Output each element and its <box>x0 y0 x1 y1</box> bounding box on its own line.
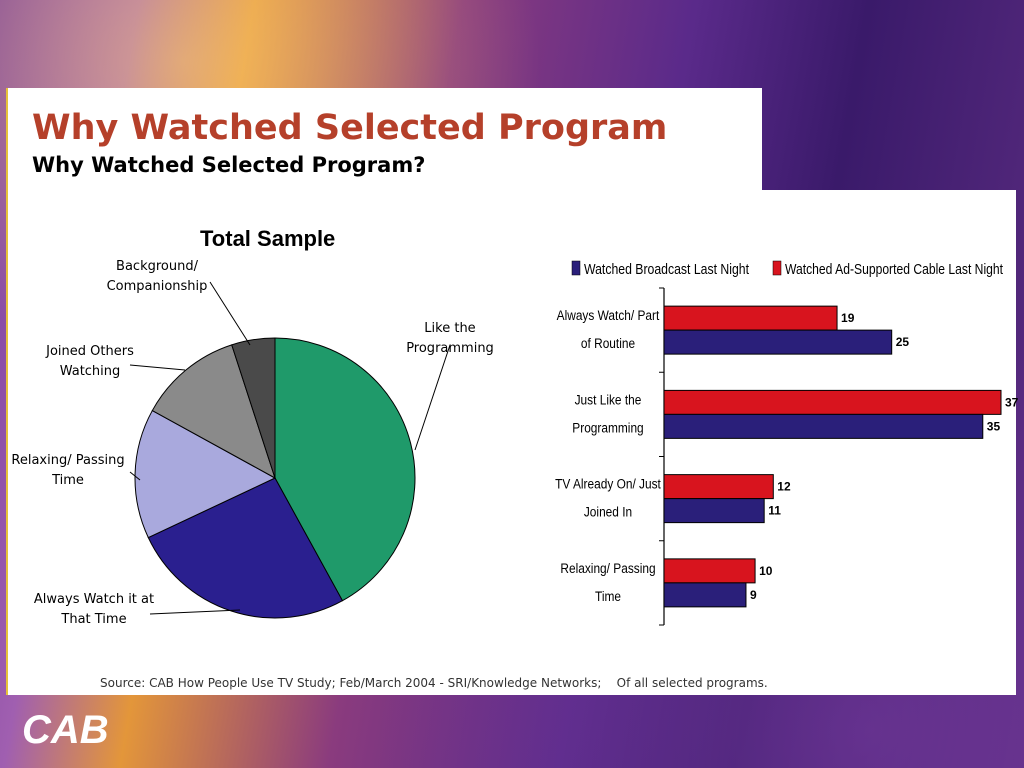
bar-watched-broadcast-last-night-relaxing-passing-time <box>663 582 747 608</box>
bar-watched-broadcast-last-night-just-like-the-programming <box>663 413 984 439</box>
bar-value-label: 37 <box>1005 395 1019 409</box>
bar-value-label: 19 <box>841 311 855 325</box>
pie-leader-like-the-programming <box>414 344 451 451</box>
bar-watched-ad-supported-cable-last-night-just-like-the-programming <box>663 389 1002 415</box>
pie-slice-joined-others-watching <box>151 344 276 480</box>
source-note: Source: CAB How People Use TV Study; Feb… <box>100 676 768 690</box>
pie-leader-relaxing-passing-time <box>129 471 141 481</box>
pie-leader-background-companionship <box>209 281 251 346</box>
bar-value-label: 35 <box>987 419 1001 433</box>
bar-value-label: 11 <box>768 504 781 518</box>
slide-title: Why Watched Selected Program <box>32 108 668 148</box>
bar-watched-ad-supported-cable-last-night-always-watch-part-of-routine <box>663 305 838 331</box>
bar-category-label: TV Already On/ Just Joined In <box>555 476 661 520</box>
pie-slice-background-companionship <box>231 337 276 479</box>
bar-watched-broadcast-last-night-always-watch-part-of-routine <box>663 329 893 355</box>
accent-line <box>6 88 8 695</box>
bar-value-label: 9 <box>750 588 757 602</box>
bar-value-label: 25 <box>896 335 910 349</box>
bar-watched-broadcast-last-night-tv-already-on-just-joined-in <box>663 498 765 524</box>
legend-swatch-watched-broadcast-last-night <box>571 260 581 276</box>
legend-label-watched-broadcast-last-night: Watched Broadcast Last Night <box>584 261 750 278</box>
pie-slice-like-the-programming <box>274 337 416 602</box>
bar-watched-ad-supported-cable-last-night-tv-already-on-just-joined-in <box>663 474 774 500</box>
pie-label-joined-others-watching: Joined Others Watching <box>45 344 134 379</box>
title-panel <box>6 88 762 198</box>
pie-leader-always-watch-it-at-that-time <box>149 609 241 615</box>
bar-category-label: Always Watch/ Part of Routine <box>557 307 660 351</box>
pie-label-background-companionship: Background/Companionship <box>107 259 208 294</box>
cab-logo-text: CAB <box>22 708 109 752</box>
pie-slice-relaxing-passing-time <box>134 409 277 539</box>
pie-chart-title: Total Sample <box>200 226 336 251</box>
bar-watched-ad-supported-cable-last-night-relaxing-passing-time <box>663 558 756 584</box>
bar-value-label: 10 <box>759 564 773 578</box>
pie-label-like-the-programming: Like the Programming <box>406 321 494 356</box>
legend-swatch-watched-ad-supported-cable-last-night <box>772 260 782 276</box>
pie-label-always-watch-it-at-that-time: Always Watch it at That Time <box>34 592 154 627</box>
cab-logo: CAB <box>22 708 109 752</box>
pie-label-relaxing-passing-time: Relaxing/ Passing Time <box>11 453 124 488</box>
legend-label-watched-ad-supported-cable-last-night: Watched Ad-Supported Cable Last Night <box>785 261 1004 278</box>
bar-category-label: Just Like the Programming <box>572 391 643 435</box>
pie-slice-always-watch-it-at-that-time <box>147 477 344 619</box>
slide-subtitle: Why Watched Selected Program? <box>32 153 426 177</box>
bar-value-label: 12 <box>777 480 791 494</box>
pie-leader-joined-others-watching <box>129 364 186 371</box>
bar-category-label: Relaxing/ Passing Time <box>560 560 655 604</box>
